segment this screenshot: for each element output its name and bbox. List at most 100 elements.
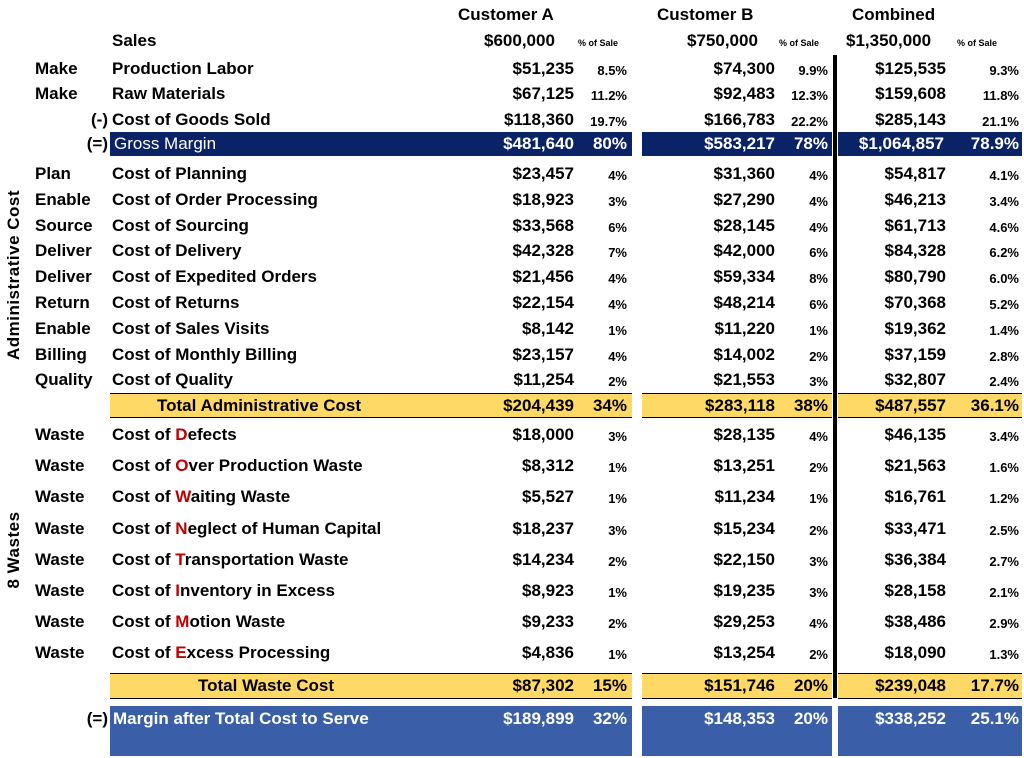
total-waste-band-a xyxy=(110,673,632,699)
total-admin-label: Total Administrative Cost xyxy=(157,396,362,415)
amount-a: $118,360 xyxy=(504,110,574,129)
pct-a: 3% xyxy=(608,523,627,538)
pct-a: 6% xyxy=(608,220,627,235)
total-waste-pct-a: 15% xyxy=(592,676,627,695)
row-category: Enable xyxy=(35,190,91,209)
pct-b: 2% xyxy=(809,349,828,364)
waste-row-label: Cost of Excess Processing xyxy=(112,643,330,663)
row-category: Waste xyxy=(35,643,85,662)
amount-b: $92,483 xyxy=(713,84,775,103)
amount-a: $11,254 xyxy=(513,370,574,389)
gross-margin-label: Gross Margin xyxy=(114,134,217,153)
row-category: Waste xyxy=(35,456,85,475)
amount-a: $8,923 xyxy=(522,581,574,600)
pct-a: 8.5% xyxy=(597,63,627,78)
amount-b: $74,300 xyxy=(713,59,775,78)
amount-b: $19,235 xyxy=(713,581,775,600)
pct-of-sale-a: % of Sale xyxy=(578,38,619,48)
final-margin-band-c xyxy=(838,706,1022,756)
waste-label-prefix: Cost of xyxy=(112,643,176,662)
pct-b: 1% xyxy=(809,323,828,338)
row-category: Make xyxy=(35,84,78,103)
pct-c: 2.5% xyxy=(989,523,1019,538)
waste-label-rest: ransportation Waste xyxy=(184,550,349,569)
row-category: Billing xyxy=(35,345,87,364)
amount-c: $285,143 xyxy=(875,110,946,129)
pct-b: 6% xyxy=(809,297,828,312)
gross-margin-b: $583,217 xyxy=(704,134,775,153)
sales-c: $1,350,000 xyxy=(846,31,932,50)
combined-divider xyxy=(833,55,837,698)
pct-c: 2.7% xyxy=(989,554,1019,569)
pct-c: 1.6% xyxy=(989,460,1019,475)
waste-label-prefix: Cost of xyxy=(112,519,176,538)
pct-b: 4% xyxy=(809,168,828,183)
waste-label-rest: xcess Processing xyxy=(186,643,331,662)
amount-c: $18,090 xyxy=(884,643,946,662)
pct-a: 2% xyxy=(608,554,627,569)
amount-b: $11,220 xyxy=(714,319,775,338)
waste-acronym-letter: M xyxy=(175,612,190,631)
amount-a: $18,237 xyxy=(512,519,574,538)
amount-c: $32,807 xyxy=(884,370,946,389)
row-category: Quality xyxy=(35,370,93,389)
amount-c: $19,362 xyxy=(884,319,946,338)
pct-of-sale-b: % of Sale xyxy=(779,38,820,48)
pct-a: 1% xyxy=(608,585,627,600)
pct-a: 11.2% xyxy=(590,88,627,103)
amount-b: $27,290 xyxy=(713,190,775,209)
amount-a: $8,142 xyxy=(522,319,574,338)
pct-c: 2.9% xyxy=(989,616,1019,631)
waste-row-label: Cost of Motion Waste xyxy=(112,612,285,632)
amount-b: $42,000 xyxy=(713,241,775,260)
row-category: Waste xyxy=(35,519,85,538)
amount-c: $159,608 xyxy=(875,84,946,103)
amount-a: $5,527 xyxy=(522,487,574,506)
pct-c: 9.3% xyxy=(989,63,1019,78)
total-waste-c: $239,048 xyxy=(875,676,946,695)
pct-c: 3.4% xyxy=(989,429,1019,444)
row-label: Cost of Planning xyxy=(112,164,248,183)
waste-row-label: Cost of Defects xyxy=(112,425,237,445)
waste-acronym-letter: T xyxy=(175,550,185,569)
amount-b: $166,783 xyxy=(704,110,775,129)
pct-c: 3.4% xyxy=(989,194,1019,209)
amount-a: $67,125 xyxy=(512,84,574,103)
amount-c: $125,535 xyxy=(875,59,946,78)
pct-b: 8% xyxy=(809,271,828,286)
amount-a: $42,328 xyxy=(512,241,574,260)
gross-margin-band-b xyxy=(642,132,832,156)
final-margin-pct-a: 32% xyxy=(592,709,627,728)
waste-acronym-letter: E xyxy=(175,643,187,662)
pct-a: 1% xyxy=(608,460,627,475)
pct-c: 6.2% xyxy=(989,245,1019,260)
pct-c: 1.4% xyxy=(989,323,1019,338)
pct-b: 22.2% xyxy=(791,114,828,129)
pct-b: 2% xyxy=(809,460,828,475)
amount-b: $22,150 xyxy=(713,550,775,569)
amount-b: $59,334 xyxy=(713,267,775,286)
final-margin-a: $189,899 xyxy=(503,709,574,728)
waste-label-rest: efects xyxy=(187,425,237,444)
pct-b: 1% xyxy=(809,491,828,506)
pct-c: 1.3% xyxy=(989,647,1019,662)
pct-b: 4% xyxy=(809,429,828,444)
pct-c: 1.2% xyxy=(989,491,1019,506)
row-label: Cost of Quality xyxy=(112,370,233,389)
amount-b: $15,234 xyxy=(713,519,775,538)
pct-b: 9.9% xyxy=(798,63,828,78)
row-label: Cost of Monthly Billing xyxy=(112,345,298,364)
amount-a: $21,456 xyxy=(512,267,574,286)
amount-c: $21,563 xyxy=(884,456,946,475)
total-admin-b: $283,118 xyxy=(705,396,775,415)
row-label: Cost of Expedited Orders xyxy=(112,267,317,286)
amount-b: $29,253 xyxy=(713,612,775,631)
pct-a: 3% xyxy=(608,194,627,209)
pct-a: 4% xyxy=(608,349,627,364)
pct-c: 2.1% xyxy=(989,585,1019,600)
total-admin-a: $204,439 xyxy=(503,396,574,415)
pct-b: 2% xyxy=(809,523,828,538)
amount-b: $31,360 xyxy=(713,164,775,183)
total-waste-band-c xyxy=(838,673,1022,699)
final-margin-band-b xyxy=(642,706,832,756)
